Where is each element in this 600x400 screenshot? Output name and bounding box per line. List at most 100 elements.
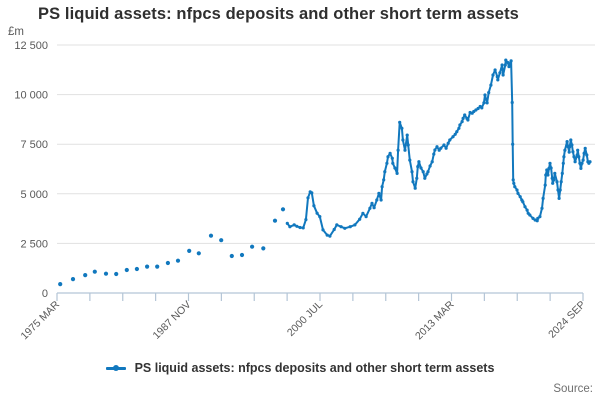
data-point[interactable] [560, 171, 564, 175]
data-point[interactable] [568, 145, 572, 149]
data-point[interactable] [548, 161, 552, 165]
data-point[interactable] [124, 267, 129, 273]
data-point[interactable] [507, 65, 511, 69]
data-point[interactable] [549, 166, 553, 170]
data-point[interactable] [335, 223, 339, 227]
data-point[interactable] [446, 141, 450, 145]
data-point[interactable] [426, 170, 430, 174]
data-point[interactable] [321, 228, 325, 232]
data-point[interactable] [430, 160, 434, 164]
data-point[interactable] [413, 186, 417, 190]
data-point[interactable] [408, 158, 412, 162]
data-point[interactable] [581, 158, 585, 162]
data-point[interactable] [382, 178, 386, 182]
data-point[interactable] [588, 160, 592, 164]
data-point[interactable] [396, 148, 400, 152]
data-point[interactable] [556, 188, 560, 192]
data-point[interactable] [301, 226, 305, 230]
data-point[interactable] [432, 152, 436, 156]
data-point[interactable] [572, 155, 576, 159]
data-point[interactable] [417, 160, 421, 164]
data-point[interactable] [58, 282, 63, 287]
data-point[interactable] [304, 218, 308, 222]
data-point[interactable] [442, 143, 446, 147]
data-point[interactable] [428, 164, 432, 168]
data-point[interactable] [557, 196, 561, 200]
data-point[interactable] [511, 142, 515, 146]
data-point[interactable] [504, 58, 508, 62]
data-point[interactable] [343, 226, 347, 230]
legend[interactable]: PS liquid assets: nfpcs deposits and oth… [0, 361, 600, 375]
series-line[interactable] [286, 59, 591, 238]
data-point[interactable] [543, 183, 547, 187]
data-point[interactable] [576, 148, 580, 152]
data-point[interactable] [448, 138, 452, 142]
data-point[interactable] [545, 168, 549, 172]
data-point[interactable] [433, 148, 437, 152]
data-point[interactable] [288, 225, 292, 229]
data-point[interactable] [368, 206, 372, 210]
data-point[interactable] [375, 198, 379, 202]
data-point[interactable] [583, 146, 587, 150]
data-point[interactable] [398, 120, 402, 124]
data-point[interactable] [509, 59, 513, 63]
data-point[interactable] [83, 273, 88, 278]
data-point[interactable] [325, 233, 329, 237]
data-point[interactable] [460, 120, 464, 124]
data-point[interactable] [582, 151, 586, 155]
data-point[interactable] [364, 215, 368, 219]
data-point[interactable] [196, 251, 201, 256]
data-point[interactable] [525, 208, 529, 212]
data-point[interactable] [493, 68, 497, 72]
data-point[interactable] [495, 75, 499, 79]
data-point[interactable] [292, 223, 296, 227]
data-point[interactable] [555, 180, 559, 184]
data-point[interactable] [552, 178, 556, 182]
data-point[interactable] [403, 148, 407, 152]
data-point[interactable] [405, 133, 409, 137]
data-point[interactable] [457, 126, 461, 130]
data-point[interactable] [451, 135, 455, 139]
data-point[interactable] [280, 207, 286, 212]
data-point[interactable] [562, 155, 566, 159]
data-point[interactable] [272, 218, 278, 223]
data-point[interactable] [410, 170, 414, 174]
data-point[interactable] [219, 238, 224, 243]
data-point[interactable] [239, 252, 245, 258]
data-point[interactable] [391, 161, 395, 165]
data-point[interactable] [439, 146, 443, 150]
data-point[interactable] [569, 138, 573, 142]
data-point[interactable] [444, 146, 448, 150]
data-point[interactable] [513, 185, 517, 189]
data-point[interactable] [523, 205, 527, 209]
data-point[interactable] [458, 123, 462, 127]
data-point[interactable] [306, 196, 310, 200]
data-point[interactable] [406, 143, 410, 147]
data-point[interactable] [70, 277, 76, 282]
data-point[interactable] [580, 161, 584, 165]
data-point[interactable] [506, 61, 510, 65]
data-point[interactable] [295, 224, 299, 228]
data-point[interactable] [390, 156, 394, 160]
data-point[interactable] [485, 101, 489, 105]
data-point[interactable] [482, 101, 486, 105]
data-point[interactable] [435, 145, 439, 149]
data-point[interactable] [332, 227, 336, 232]
data-point[interactable] [466, 118, 470, 122]
chart-plot-area[interactable]: 0 2 500 5 000 7 500 10 000 12 500 1975 MAR 1987… [0, 0, 600, 350]
data-point[interactable] [489, 83, 493, 87]
data-point[interactable] [348, 225, 352, 229]
data-point[interactable] [570, 143, 574, 147]
data-point[interactable] [400, 126, 404, 130]
data-point[interactable] [312, 204, 316, 208]
data-point[interactable] [380, 185, 384, 189]
data-point[interactable] [571, 150, 575, 154]
data-point[interactable] [579, 166, 583, 170]
data-point[interactable] [585, 153, 589, 157]
data-point[interactable] [370, 201, 374, 205]
data-point[interactable] [208, 233, 214, 238]
data-point[interactable] [528, 213, 532, 217]
data-point[interactable] [521, 200, 525, 204]
data-point[interactable] [546, 173, 550, 177]
data-point[interactable] [453, 132, 457, 136]
